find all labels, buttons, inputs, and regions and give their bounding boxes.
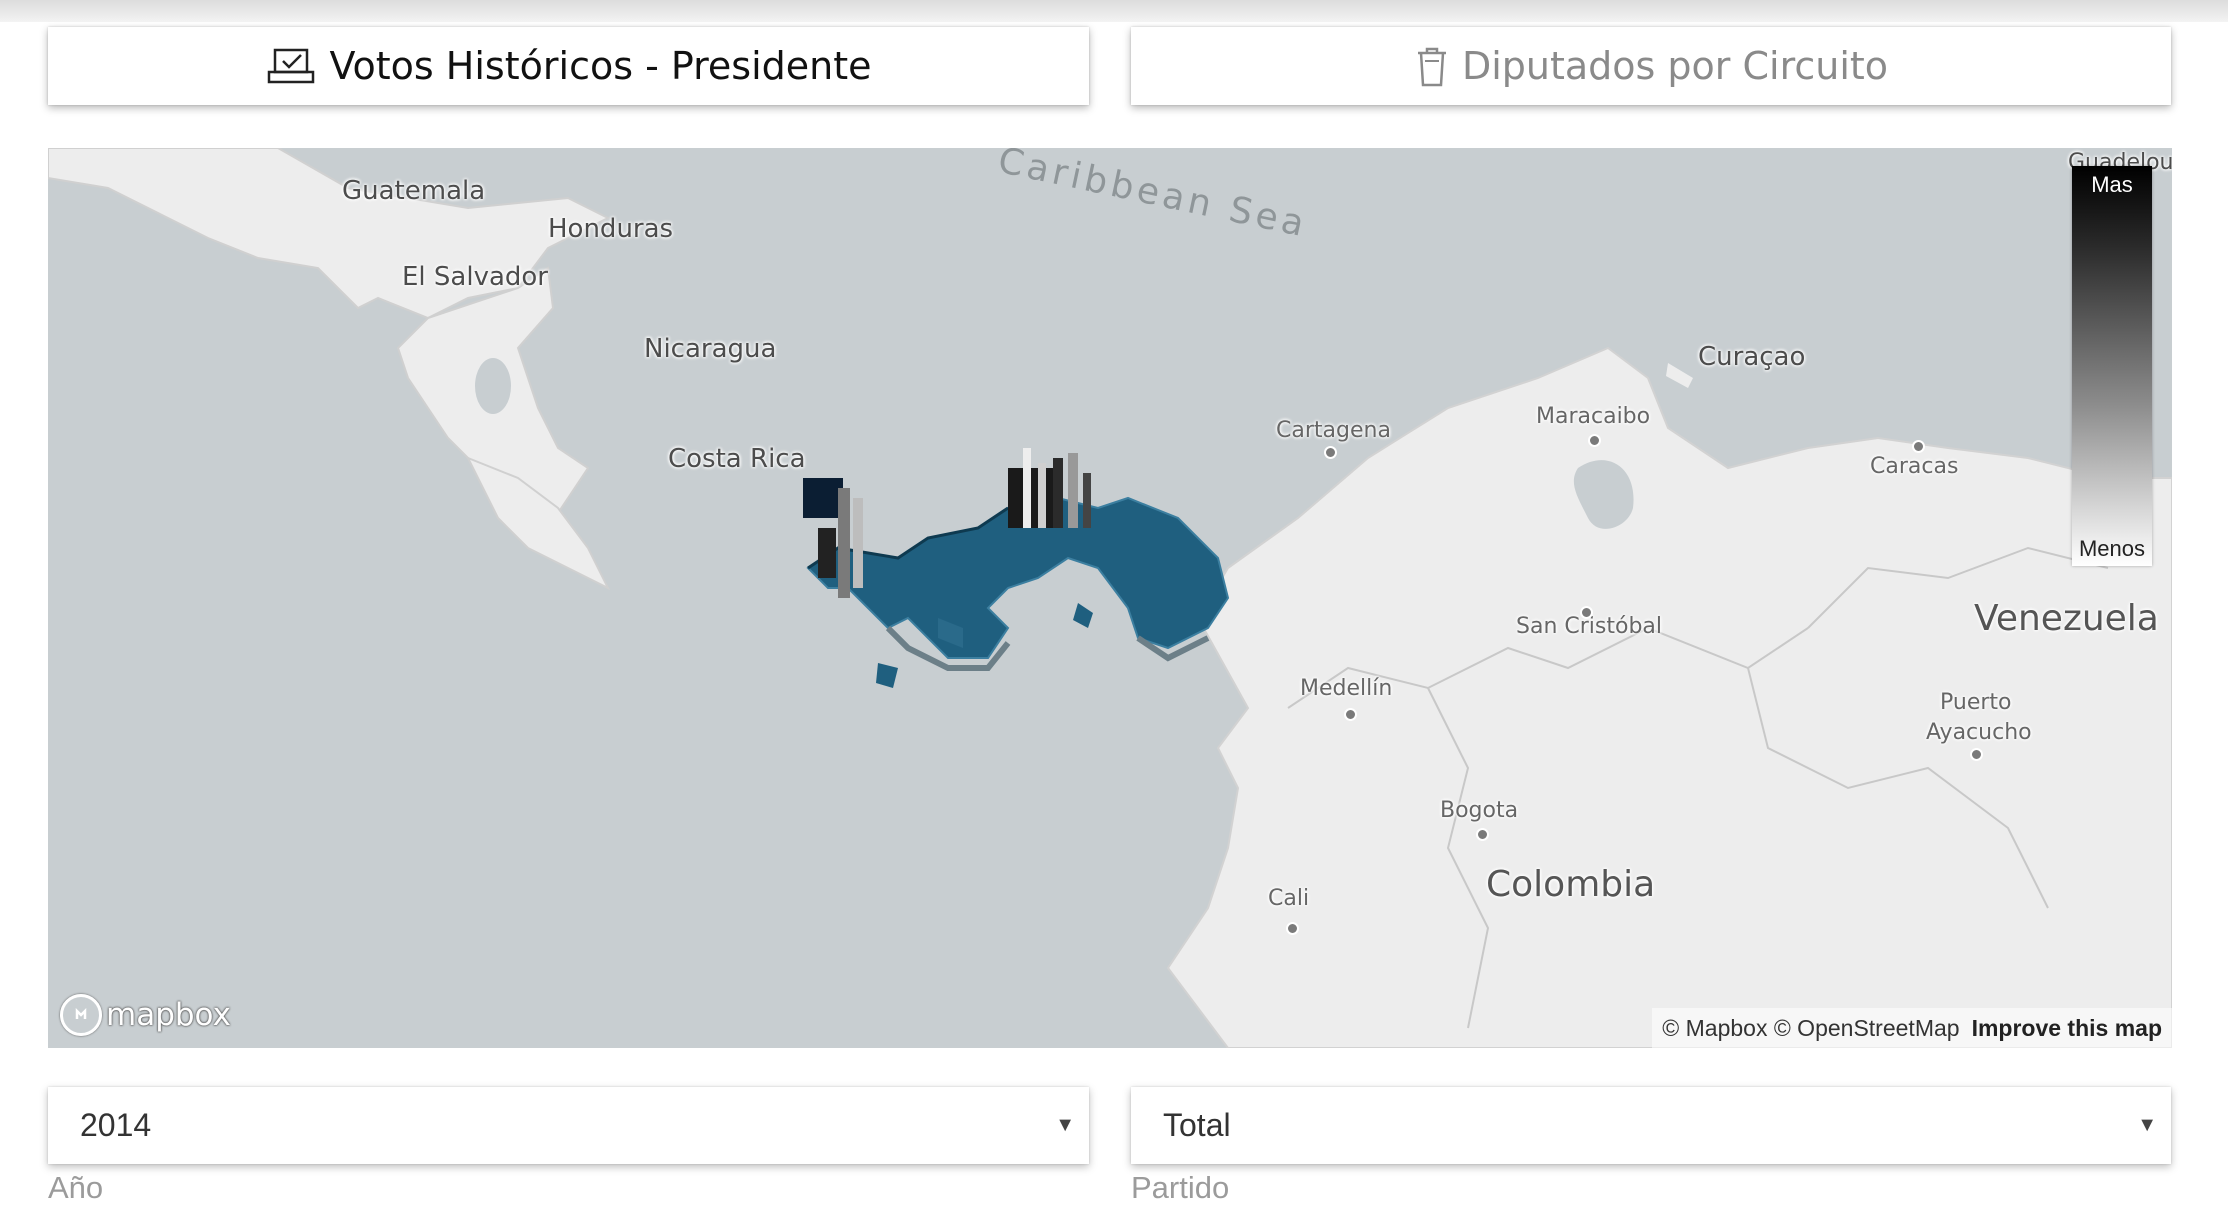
country-label-colombia: Colombia — [1486, 864, 1656, 905]
city-label-bogota: Bogota — [1440, 798, 1519, 823]
mapbox-logo-icon — [60, 994, 102, 1036]
party-select-value: Total — [1163, 1107, 1231, 1143]
city-label-cartagena: Cartagena — [1276, 418, 1391, 443]
trash-can-icon — [1414, 45, 1450, 87]
city-label-maracaibo: Maracaibo — [1536, 404, 1651, 429]
city-dot — [1476, 828, 1489, 841]
city-dot — [1970, 748, 1983, 761]
map-basemap — [48, 148, 2172, 1048]
country-label-curacao: Curaçao — [1698, 342, 1806, 372]
city-label-puerto: Puerto — [1940, 690, 2012, 715]
city-label-medellin: Medellín — [1300, 676, 1393, 701]
city-label-ayacucho: Ayacucho — [1926, 720, 2032, 745]
party-select[interactable]: Total ▼ — [1131, 1087, 2171, 1164]
improve-map-link[interactable]: Improve this map — [1971, 1014, 2162, 1041]
year-select[interactable]: 2014 ▼ — [48, 1087, 1089, 1164]
legend-high-label: Mas — [2091, 172, 2133, 197]
mapbox-logo[interactable]: mapbox — [60, 994, 231, 1036]
attribution-text[interactable]: © Mapbox © OpenStreetMap — [1662, 1014, 1960, 1041]
choropleth-map[interactable]: Caribbean Sea Guatemala Honduras El Salv… — [48, 148, 2172, 1048]
tab-votos-label: Votos Históricos - Presidente — [329, 44, 872, 88]
city-dot — [1912, 440, 1925, 453]
map-attribution: © Mapbox © OpenStreetMap Improve this ma… — [1652, 1008, 2172, 1048]
city-label-cali: Cali — [1268, 886, 1310, 911]
tab-diputados-label: Diputados por Circuito — [1461, 44, 1889, 88]
city-dot — [1588, 434, 1601, 447]
country-label-venezuela: Venezuela — [1974, 598, 2159, 639]
top-bar — [0, 0, 2228, 22]
city-dot — [1580, 606, 1593, 619]
party-caption: Partido — [1131, 1170, 1230, 1205]
mapbox-logo-text: mapbox — [106, 997, 231, 1033]
city-dot — [1344, 708, 1357, 721]
tab-diputados-circuito[interactable]: Diputados por Circuito — [1131, 27, 2171, 105]
city-dot — [1286, 922, 1299, 935]
tab-votos-historicos[interactable]: Votos Históricos - Presidente — [48, 27, 1089, 105]
country-label-nicaragua: Nicaragua — [644, 334, 777, 364]
country-label-el-salvador: El Salvador — [402, 262, 548, 292]
country-label-guatemala: Guatemala — [342, 176, 486, 206]
panama-choropleth[interactable] — [803, 448, 1230, 688]
country-label-honduras: Honduras — [548, 214, 674, 244]
city-label-caracas: Caracas — [1870, 454, 1959, 479]
year-select-value: 2014 — [80, 1107, 152, 1143]
legend-low-label: Menos — [2078, 536, 2146, 561]
color-legend: Mas Menos — [2072, 166, 2152, 566]
country-label-costa-rica: Costa Rica — [668, 444, 806, 474]
chevron-down-icon: ▼ — [2137, 1114, 2157, 1136]
city-dot — [1324, 446, 1337, 459]
chevron-down-icon: ▼ — [1055, 1114, 1075, 1136]
year-caption: Año — [48, 1170, 104, 1205]
ballot-box-icon — [265, 46, 317, 86]
